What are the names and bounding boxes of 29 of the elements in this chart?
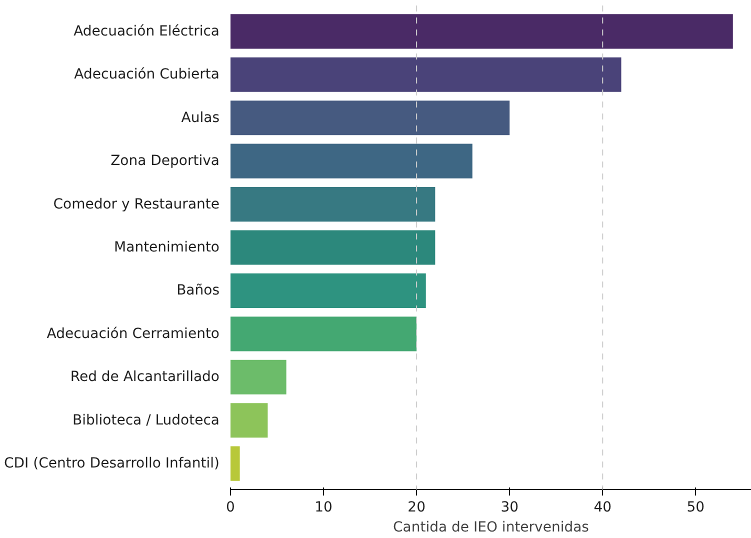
x-tick-label: 30 bbox=[500, 500, 519, 516]
bar bbox=[230, 230, 436, 265]
y-tick-label: Zona Deportiva bbox=[110, 153, 220, 170]
x-tick-label: 40 bbox=[594, 500, 612, 516]
bar bbox=[230, 446, 240, 481]
bar bbox=[230, 403, 268, 438]
x-tick-label: 20 bbox=[408, 500, 426, 516]
y-tick-label: Red de Alcantarillado bbox=[70, 369, 220, 386]
x-tick-label: 10 bbox=[314, 500, 332, 516]
bar bbox=[230, 57, 622, 92]
y-tick-label: Baños bbox=[176, 282, 220, 299]
x-tick-label: 0 bbox=[226, 500, 235, 516]
bar bbox=[230, 316, 417, 352]
y-tick-label: Comedor y Restaurante bbox=[53, 196, 220, 212]
bar bbox=[230, 187, 436, 222]
bar bbox=[230, 100, 510, 136]
y-tick-label: Biblioteca / Ludoteca bbox=[72, 412, 220, 428]
y-tick-label: Adecuación Eléctrica bbox=[74, 23, 220, 40]
bar bbox=[230, 360, 286, 394]
bar bbox=[230, 273, 426, 308]
y-tick-label: Adecuación Cerramiento bbox=[46, 326, 220, 342]
y-tick-label: Aulas bbox=[181, 110, 220, 126]
bar bbox=[230, 14, 733, 49]
x-axis-title: Cantida de IEO intervenidas bbox=[393, 520, 589, 536]
y-tick-label: Mantenimiento bbox=[114, 240, 220, 256]
x-tick-label: 50 bbox=[686, 500, 705, 516]
y-tick-label: CDI (Centro Desarrollo Infantil) bbox=[4, 456, 220, 472]
bar bbox=[230, 144, 472, 178]
y-tick-label: Adecuación Cubierta bbox=[74, 66, 220, 83]
